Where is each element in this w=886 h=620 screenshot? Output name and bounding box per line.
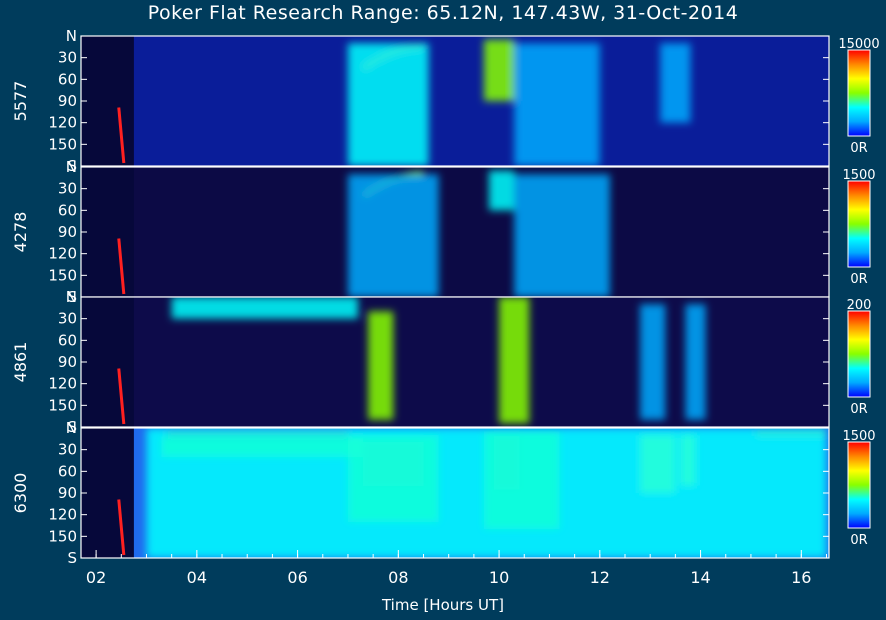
panel-4278: N 30 60 90 120 150 S 4278 1500 0R <box>11 158 876 306</box>
colorbar <box>847 441 871 529</box>
x-axis-label: Time [Hours UT] <box>381 596 505 614</box>
y-tick-label: 60 <box>58 331 77 349</box>
emission-band <box>347 43 429 166</box>
panel-6300: N 30 60 90 120 150 S 6300 1500 0R <box>11 419 876 567</box>
no-data-region <box>81 167 134 297</box>
y-tick-label: S <box>67 418 77 436</box>
emission-band <box>368 311 394 420</box>
emission-band <box>685 304 706 420</box>
y-tick-label: 150 <box>48 135 77 153</box>
emission-band <box>146 428 827 558</box>
emission-band <box>499 297 530 424</box>
panel-4861: N 30 60 90 120 150 S 4861 200 0R <box>11 288 871 436</box>
y-tick-label: S <box>67 157 77 175</box>
no-data-region <box>81 428 134 558</box>
y-tick-label: 120 <box>48 375 77 393</box>
y-tick-label: 60 <box>58 462 77 480</box>
colorbar <box>847 49 871 137</box>
panel-background <box>81 167 829 297</box>
panel-ylabel: 6300 <box>11 473 30 514</box>
y-tick-label: 30 <box>58 49 77 67</box>
moon-trace <box>117 499 126 556</box>
emission-band <box>489 170 515 211</box>
emission-band <box>171 297 359 319</box>
x-tick-label: 14 <box>690 568 710 587</box>
emission-features <box>171 297 706 424</box>
x-tick-label: 04 <box>187 568 207 587</box>
x-tick-label: 16 <box>791 568 811 587</box>
y-tick-label: 90 <box>58 92 77 110</box>
colorbar-max-label: 200 <box>847 298 872 313</box>
x-tick-label: 08 <box>388 568 408 587</box>
y-tick-label: N <box>66 419 77 437</box>
x-tick-label: 06 <box>287 568 307 587</box>
panel-frame <box>80 296 830 428</box>
moon-trace <box>117 107 126 164</box>
y-tick-label: 120 <box>48 114 77 132</box>
y-tick-label: 150 <box>48 266 77 284</box>
colorbar-max-label: 15000 <box>838 37 879 52</box>
y-tick-label: 90 <box>58 223 77 241</box>
emission-band <box>483 39 515 101</box>
y-tick-label: 30 <box>58 310 77 328</box>
x-tick-label: 12 <box>590 568 610 587</box>
colorbar <box>847 310 871 398</box>
panel-5577: N 30 60 90 120 150 S 5577 15000 0R <box>11 27 880 175</box>
chart-title: Poker Flat Research Range: 65.12N, 147.4… <box>147 2 739 24</box>
colorbar-min-label: 0R <box>850 533 867 548</box>
y-tick-label: 90 <box>58 353 77 371</box>
no-data-region <box>81 297 134 427</box>
y-tick-label: 90 <box>58 484 77 502</box>
panel-ylabel: 4861 <box>11 342 30 383</box>
y-tick-label: S <box>67 288 77 306</box>
x-tick-label: 10 <box>489 568 509 587</box>
y-tick-label: S <box>67 549 77 567</box>
colorbar-max-label: 1500 <box>842 168 875 183</box>
colorbar-max-label: 1500 <box>842 429 875 444</box>
y-tick-label: 150 <box>48 527 77 545</box>
panel-ylabel: 4278 <box>11 212 30 253</box>
y-tick-label: 120 <box>48 245 77 263</box>
colorbar-min-label: 0R <box>850 141 867 156</box>
y-tick-label: N <box>66 27 77 45</box>
y-tick-label: 120 <box>48 506 77 524</box>
emission-features <box>347 170 610 297</box>
y-tick-label: 30 <box>58 180 77 198</box>
x-tick-label: 02 <box>86 568 106 587</box>
emission-band <box>514 43 600 166</box>
panel-ylabel: 5577 <box>11 81 30 122</box>
y-tick-label: 60 <box>58 70 77 88</box>
emission-band <box>347 174 439 297</box>
y-tick-label: N <box>66 158 77 176</box>
colorbar-min-label: 0R <box>850 402 867 417</box>
panel-frame <box>80 427 830 559</box>
emission-band <box>660 43 691 123</box>
emission-features <box>146 428 827 558</box>
emission-band <box>514 174 610 297</box>
y-tick-label: 150 <box>48 396 77 414</box>
colorbar-min-label: 0R <box>850 272 867 287</box>
y-tick-label: 60 <box>58 201 77 219</box>
moon-trace <box>117 368 126 425</box>
colorbar <box>847 180 871 268</box>
y-tick-label: 30 <box>58 441 77 459</box>
panel-background <box>81 36 829 166</box>
emission-features <box>347 39 691 166</box>
moon-trace <box>117 238 126 295</box>
emission-band <box>640 304 666 420</box>
panel-frame <box>80 35 830 167</box>
y-tick-label: N <box>66 288 77 306</box>
no-data-region <box>81 36 134 166</box>
